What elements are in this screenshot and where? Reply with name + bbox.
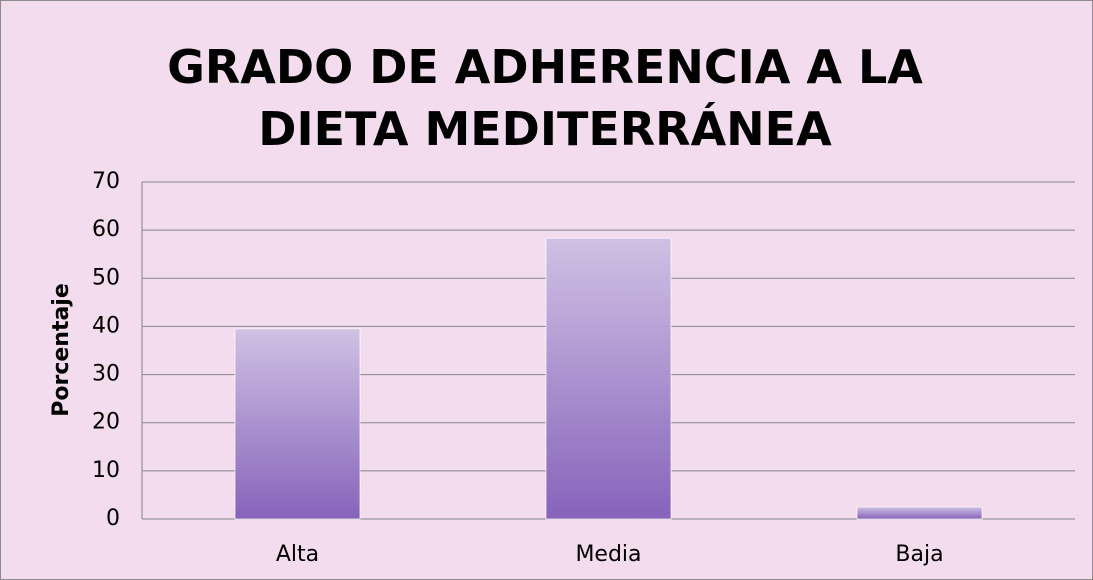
y-tick-label: 60 [92,217,120,242]
y-tick-label: 40 [92,313,120,338]
bar-shine [235,328,360,519]
y-axis-label: Porcentaje [49,283,74,417]
chart-title: GRADO DE ADHERENCIA A LA DIETA MEDITERRÁ… [167,40,923,156]
y-tick-label: 50 [92,265,120,290]
y-tick-label: 10 [92,458,120,483]
y-tick-label: 0 [106,506,120,531]
bar-shine [857,506,982,519]
x-tick-label: Baja [895,542,943,567]
x-tick-label: Alta [276,542,319,567]
x-tick-label: Media [575,542,641,567]
bar-shine [546,238,671,519]
y-tick-label: 30 [92,362,120,387]
y-tick-label: 70 [92,169,120,194]
y-tick-label: 20 [92,410,120,435]
